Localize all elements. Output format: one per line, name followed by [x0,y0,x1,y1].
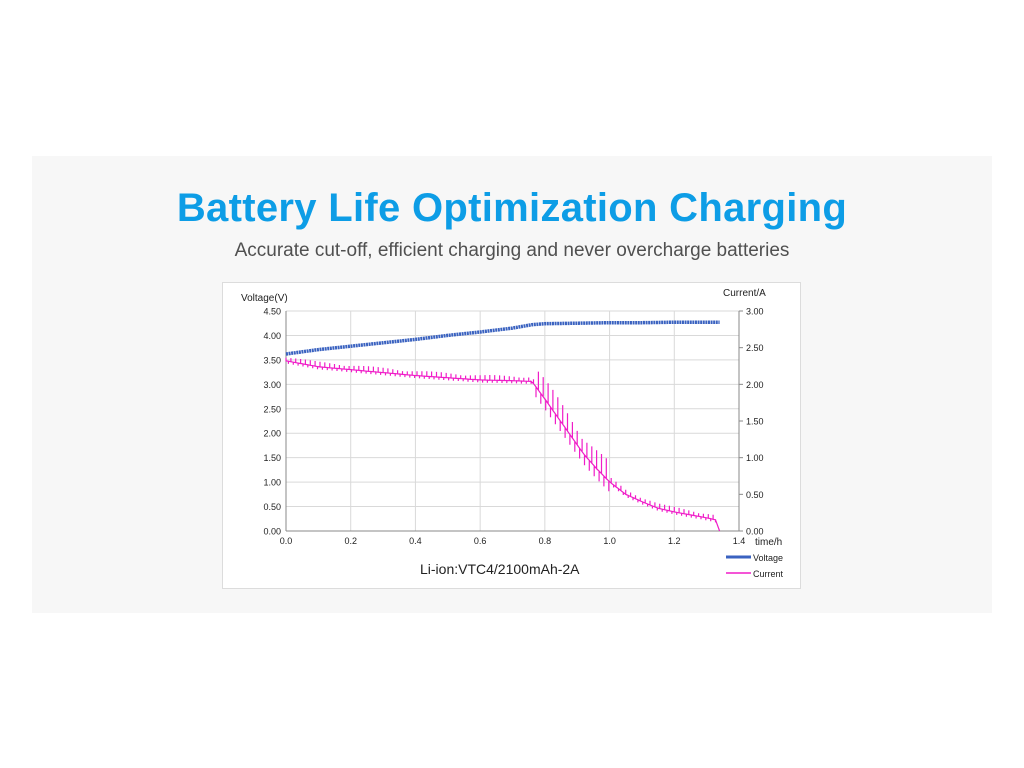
y-tick-label: 2.50 [263,404,281,414]
x-tick-label: 0.4 [409,536,422,546]
charging-chart: 0.00 0.50 1.00 1.50 2.00 2.50 3.00 3.50 4.00 4.50… [222,282,801,589]
y2-tick-label: 2.00 [746,380,764,390]
x-tick-label: 1.0 [603,536,616,546]
y-axis-label: Voltage(V) [241,293,288,304]
y2-tick-label: 1.50 [746,417,764,427]
y-tick-label: 0.50 [263,502,281,512]
y2-tick-label: 0.50 [746,490,764,500]
x-tick-label: 0.8 [539,536,552,546]
page-subtitle: Accurate cut-off, efficient charging and… [234,240,790,261]
y-tick-label: 0.00 [263,527,281,537]
x-tick-label: 1.2 [668,536,681,546]
y-tick-label: 1.00 [263,478,281,488]
legend-current-label: Current [753,569,784,579]
y-tick-label: 4.00 [263,331,281,341]
x-tick-label: 0.0 [280,536,293,546]
current-series-line [285,357,721,532]
y-tick-label: 3.00 [263,380,281,390]
x-axis-label: time/h [755,537,782,548]
y2-axis-label: Current/A [723,288,766,299]
y-tick-label: 1.50 [263,453,281,463]
y2-tick-label: 1.00 [746,453,764,463]
y-tick-label: 2.00 [263,429,281,439]
chart-svg: 0.00 0.50 1.00 1.50 2.00 2.50 3.00 3.50 4.00 4.50… [241,288,784,579]
voltage-series-line [285,320,720,356]
y2-tick-label: 2.50 [746,343,764,353]
x-tick-label: 1.4 [733,536,746,546]
x-tick-label: 0.2 [344,536,357,546]
y2-tick-label: 0.00 [746,527,764,537]
x-tick-label: 0.6 [474,536,487,546]
y-tick-label: 3.50 [263,355,281,365]
chart-title: Li-ion:VTC4/2100mAh-2A [420,561,580,577]
y2-tick-label: 3.00 [746,307,764,317]
page-title: Battery Life Optimization Charging [176,186,848,230]
y-tick-label: 4.50 [263,307,281,317]
legend-voltage-label: Voltage [753,553,783,563]
